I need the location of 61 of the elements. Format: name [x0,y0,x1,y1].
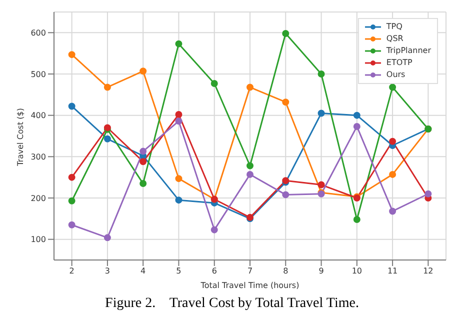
legend-label: Ours [386,69,406,81]
x-axis-title: Total Travel Time (hours) [200,281,300,290]
point [389,208,396,215]
legend-label: ETOTP [386,57,412,69]
x-tick-label: 10 [352,266,362,276]
point [104,135,111,142]
point [175,111,182,118]
x-tick-label: 11 [387,266,398,276]
x-tick-label: 4 [140,266,146,276]
x-tick-label: 7 [247,266,253,276]
point [68,197,76,204]
point [140,68,147,75]
legend-label: QSR [386,33,404,45]
x-tick-label: 9 [318,266,324,276]
point [104,84,111,91]
point [175,175,182,182]
point [424,190,432,198]
x-tick-label: 2 [69,266,74,276]
point [68,174,76,181]
x-tick-label: 6 [212,266,217,276]
point [175,118,182,125]
x-tick-label: 3 [104,266,110,276]
point [353,122,360,130]
point [389,84,396,91]
point [318,181,325,188]
point [210,80,218,88]
point [318,110,325,117]
y-axis-title: Travel Cost ($) [16,108,25,167]
point [246,170,254,178]
point [246,84,254,91]
point [68,221,76,228]
point [104,234,111,242]
point [353,112,360,119]
point [282,98,290,106]
point [140,180,147,188]
caption: Figure 2. Travel Cost by Total Travel Time. [104,296,360,312]
point [282,191,290,198]
legend-label: TripPlanner [386,45,431,57]
x-tick-label: 8 [283,266,288,276]
point [140,148,147,155]
point [68,102,76,110]
point [246,162,254,170]
point [140,158,147,166]
point [389,138,396,145]
legend-label: TPQ [386,21,402,33]
y-tick-label: 300 [30,152,46,162]
point [353,216,360,223]
point [210,226,218,234]
x-tick-label: 12 [423,266,434,276]
point [175,196,182,204]
point [282,30,290,37]
y-tick-label: 200 [30,194,46,203]
point [68,51,76,58]
x-tick-label: 5 [176,266,182,276]
y-tick-label: 400 [30,111,46,120]
y-tick-label: 500 [30,70,46,79]
point [318,70,325,78]
y-tick-label: 600 [30,28,46,38]
point [389,170,396,178]
y-tick-label: 100 [30,235,46,244]
point [175,40,182,48]
